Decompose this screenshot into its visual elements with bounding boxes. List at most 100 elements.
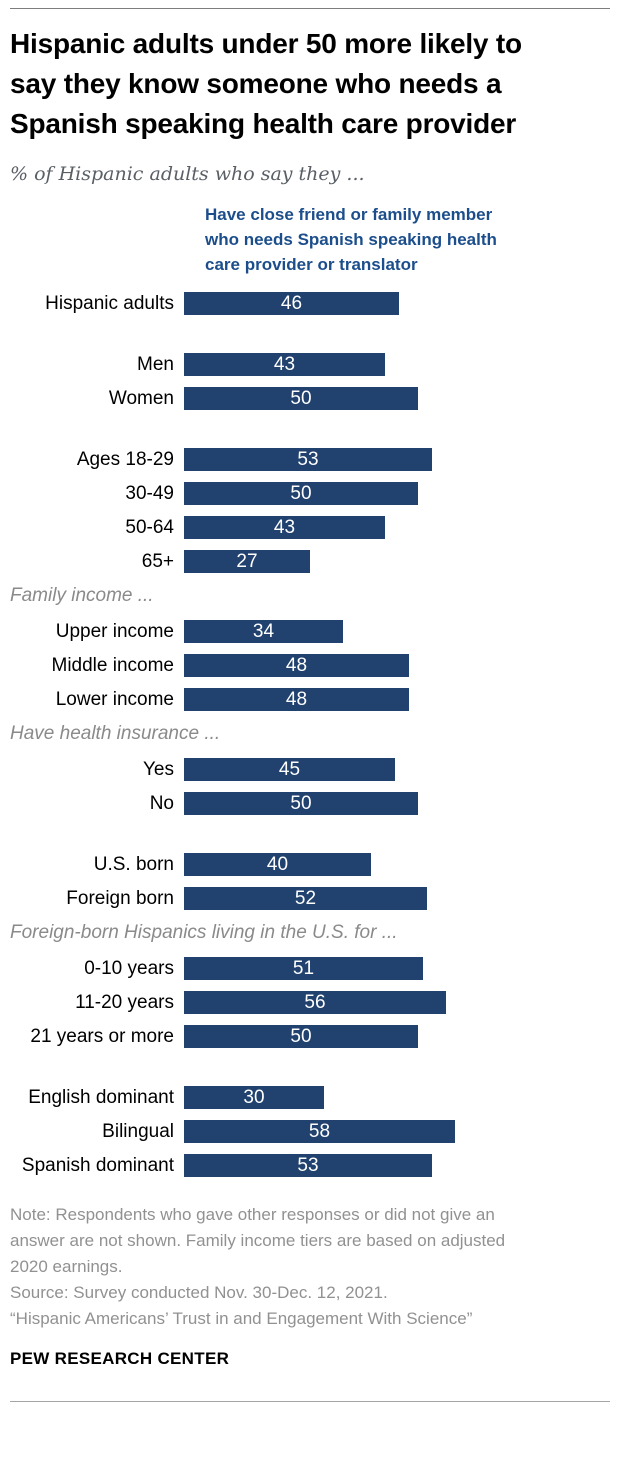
category-label: Hispanic adults [45, 292, 174, 314]
bar: 43 [184, 353, 385, 376]
category-label: 50-64 [125, 516, 174, 538]
text-line: who needs Spanish speaking health [205, 230, 497, 249]
bar: 43 [184, 516, 385, 539]
bar-value-label: 50 [290, 1026, 312, 1047]
bar: 53 [184, 1154, 432, 1177]
bar-group: English dominant 30 Bilingual 58 Spanish dom… [10, 1086, 610, 1177]
bar-row: Men 43 [10, 353, 610, 376]
text-line: Have close friend or family member [205, 205, 493, 224]
category-label: No [149, 792, 174, 814]
bar-value-label: 43 [273, 517, 296, 538]
bar-value-label: 53 [297, 1155, 319, 1176]
bar-value-label: 52 [294, 888, 317, 909]
text-line: answer are not shown. Family income tier… [10, 1231, 506, 1250]
bar-row: Bilingual 58 [10, 1120, 610, 1143]
bar-row: English dominant 30 [10, 1086, 610, 1109]
bar-group: Hispanic adults 46 [10, 292, 610, 315]
section-header: Foreign-born Hispanics living in the U.S… [10, 922, 398, 943]
bar-value-label: 34 [252, 621, 275, 642]
bar-row: 50-64 43 [10, 516, 610, 539]
text-line: “Hispanic Americans’ Trust in and Engage… [10, 1309, 473, 1328]
text-line: Hispanic adults under 50 more likely to [10, 28, 522, 59]
bar-row: 65+ 27 [10, 550, 610, 573]
bar-row: Foreign born 52 [10, 887, 610, 910]
page: Hispanic adults under 50 more likely to s… [0, 8, 620, 1482]
section-header: Family income ... [10, 585, 154, 606]
chart-subtitle: % of Hispanic adults who say they ... [10, 163, 365, 185]
category-label: Women [108, 387, 174, 409]
bar-group: U.S. born 40 Foreign born 52 [10, 853, 610, 910]
bar-row: No 50 [10, 792, 610, 815]
text-line: Spanish speaking health care provider [10, 108, 517, 139]
section-header: Have health insurance ... [10, 723, 221, 744]
bar-value-label: 48 [285, 689, 308, 710]
bottom-divider [10, 1401, 610, 1402]
text-line: care provider or translator [205, 255, 418, 274]
bar-group: Have health insurance ... Yes 45 No 50 [10, 722, 610, 815]
bar-value-label: 46 [280, 293, 303, 314]
bar: 30 [184, 1086, 324, 1109]
bar: 45 [184, 758, 395, 781]
category-label: Yes [143, 758, 174, 780]
bar-value-label: 51 [292, 958, 315, 979]
bar-row: Yes 45 [10, 758, 610, 781]
category-label: English dominant [28, 1086, 174, 1108]
bar-value-label: 27 [236, 551, 258, 572]
bar: 52 [184, 887, 427, 910]
bar-value-label: 58 [308, 1121, 331, 1142]
category-label: 30-49 [125, 482, 174, 504]
bar-row: Spanish dominant 53 [10, 1154, 610, 1177]
bar: 51 [184, 957, 423, 980]
bar-group: Ages 18-29 53 30-49 50 50-64 43 65+ 27 [10, 448, 610, 573]
bar: 27 [184, 550, 310, 573]
bar-value-label: 50 [290, 793, 312, 814]
bar: 50 [184, 482, 418, 505]
bar: 50 [184, 1025, 418, 1048]
text-line: 2020 earnings. [10, 1257, 123, 1276]
bar-row: U.S. born 40 [10, 853, 610, 876]
pew-research-center-logo: PEW RESEARCH CENTER [10, 1349, 230, 1368]
bar-chart: Hispanic adults 46 Men 43 Women 50 Ages 18-29 5… [10, 292, 610, 1177]
text-line: Source: Survey conducted Nov. 30-Dec. 12… [10, 1283, 388, 1302]
text-line: say they know someone who needs a [10, 68, 502, 99]
category-label: Bilingual [102, 1120, 174, 1142]
bar-value-label: 30 [243, 1087, 265, 1108]
text-line: Note: Respondents who gave other respons… [10, 1205, 495, 1224]
bar-row: Ages 18-29 53 [10, 448, 610, 471]
bar-row: 11-20 years 56 [10, 991, 610, 1014]
top-divider [10, 8, 610, 9]
bar-group: Family income ... Upper income 34 Middle in… [10, 584, 610, 711]
bar: 40 [184, 853, 371, 876]
chart-notes: Note: Respondents who gave other respons… [10, 1202, 610, 1332]
bar-row: 30-49 50 [10, 482, 610, 505]
bar-value-label: 43 [273, 354, 296, 375]
bar-row: Middle income 48 [10, 654, 610, 677]
category-label: Lower income [55, 688, 174, 710]
bar-row: Lower income 48 [10, 688, 610, 711]
bar: 50 [184, 387, 418, 410]
page-title: Hispanic adults under 50 more likely to s… [10, 24, 610, 144]
bar-value-label: 40 [266, 854, 289, 875]
bar-row: Women 50 [10, 387, 610, 410]
category-label: U.S. born [93, 853, 174, 875]
bar-group: Men 43 Women 50 [10, 353, 610, 410]
bar: 48 [184, 688, 409, 711]
series-legend: Have close friend or family member who ne… [205, 202, 610, 277]
bar-value-label: 50 [290, 388, 312, 409]
bar: 56 [184, 991, 446, 1014]
bar: 50 [184, 792, 418, 815]
bar: 34 [184, 620, 343, 643]
category-label: Ages 18-29 [76, 448, 174, 470]
category-label: Foreign born [66, 887, 174, 909]
bar: 58 [184, 1120, 455, 1143]
category-label: 11-20 years [75, 991, 174, 1013]
category-label: Upper income [55, 620, 174, 642]
bar-value-label: 48 [285, 655, 308, 676]
category-label: 65+ [141, 550, 174, 572]
bar-row: 21 years or more 50 [10, 1025, 610, 1048]
bar-value-label: 45 [278, 759, 301, 780]
bar-row: Upper income 34 [10, 620, 610, 643]
bar: 53 [184, 448, 432, 471]
category-label: Men [137, 353, 174, 375]
bar-value-label: 56 [304, 992, 326, 1013]
